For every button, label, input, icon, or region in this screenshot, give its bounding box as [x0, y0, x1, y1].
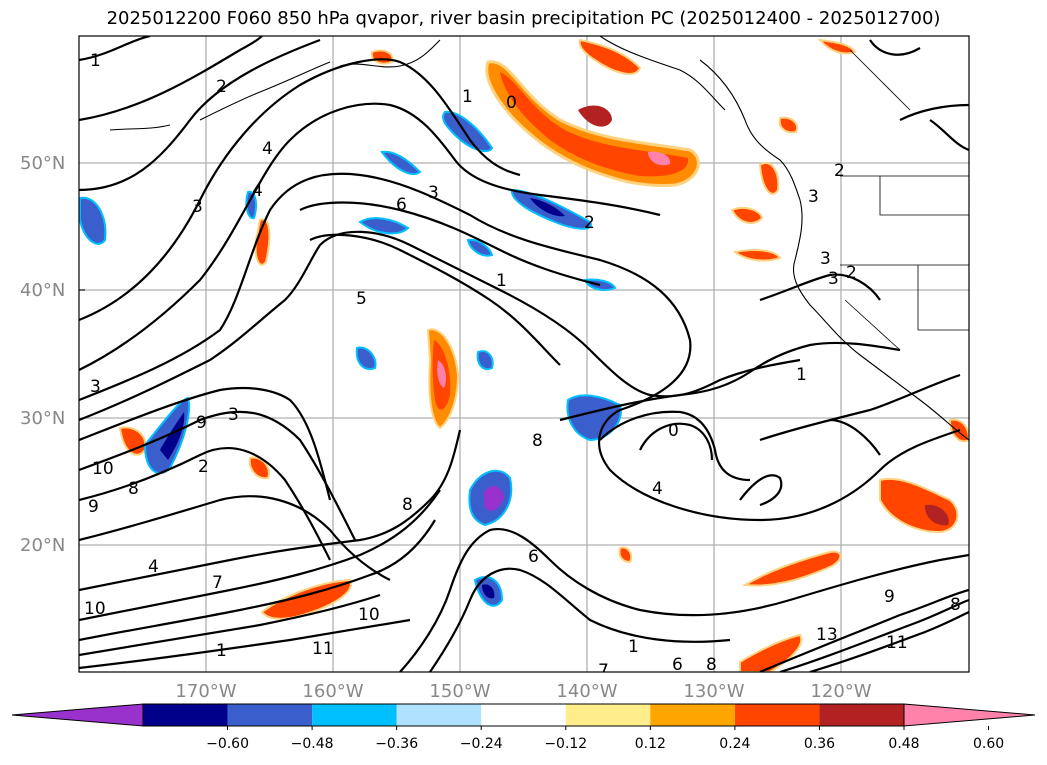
colorbar-tick-label: 0.12 [635, 736, 666, 752]
contour-label: 3 [808, 187, 819, 207]
colorbar-segment [734, 704, 820, 726]
qvapor-contours [79, 36, 969, 672]
contour-label: 4 [262, 139, 273, 159]
contour-label: 0 [506, 93, 517, 113]
contour-label: 3 [828, 269, 839, 289]
lon-label-120w: 120°W [810, 681, 871, 702]
contour-label: 3 [192, 197, 203, 217]
contour-label: 8 [532, 431, 543, 451]
colorbar-extend-min [11, 703, 144, 727]
contour-label: 8 [950, 595, 961, 615]
contour-label: 7 [212, 573, 223, 593]
contour-label: 10 [92, 459, 114, 479]
contour-label: 9 [884, 587, 895, 607]
contour-label: 10 [358, 605, 380, 625]
contour-label: 8 [128, 479, 139, 499]
contour-label: 3 [428, 183, 439, 203]
colorbar-tick-label: 0.36 [804, 736, 835, 752]
contour-label: 4 [652, 479, 663, 499]
lon-label-150w: 150°W [429, 681, 490, 702]
lon-label-140w: 140°W [556, 681, 617, 702]
colorbar-segment [819, 704, 904, 726]
contour-label: 11 [886, 633, 908, 653]
contour-label: 3 [90, 377, 101, 397]
lon-label-170w: 170°W [175, 681, 236, 702]
lat-label-40n: 40°N [20, 280, 65, 301]
contour-label: 1 [216, 641, 227, 661]
contour-label: 1 [90, 51, 101, 71]
contour-label: 3 [820, 249, 831, 269]
contour-label: 10 [84, 599, 106, 619]
colorbar-tick-label: −0.48 [291, 736, 334, 752]
colorbar-segment [650, 704, 735, 726]
precip-shading [79, 38, 969, 672]
contour-label: 1 [462, 87, 473, 107]
contour-label: 6 [528, 547, 539, 567]
colorbar-segment [143, 704, 228, 726]
colorbar-segment [312, 704, 397, 726]
contour-label: 9 [196, 413, 207, 433]
colorbar-tick-label: −0.60 [206, 736, 249, 752]
lat-label-20n: 20°N [20, 535, 65, 556]
contour-label: 1 [796, 365, 807, 385]
contour-label: 8 [706, 655, 717, 675]
graticule [79, 36, 969, 672]
map-frame [78, 35, 970, 673]
colorbar-segment [565, 704, 651, 726]
contour-label: 8 [402, 495, 413, 515]
colorbar-segment [481, 704, 566, 726]
colorbar-tick-label: −0.24 [460, 736, 503, 752]
chart-title: 2025012200 F060 850 hPa qvapor, river ba… [106, 8, 941, 29]
contour-labels: 1 2 4 3 4 3 6 5 1 0 1 3 2 3 2 2 3 1 0 4 … [84, 51, 961, 681]
colorbar-tick-label: −0.36 [375, 736, 418, 752]
contour-label: 6 [396, 195, 407, 215]
contour-label: 2 [584, 213, 595, 233]
lon-label-160w: 160°W [302, 681, 363, 702]
colorbar-border [142, 703, 905, 727]
colorbar: −0.60 −0.48 −0.36 −0.24 −0.12 0.12 0.24 0.36 0.4… [11, 703, 1036, 752]
contour-label: 2 [216, 77, 227, 97]
contour-label: 4 [148, 557, 159, 577]
contour-label: 2 [846, 263, 857, 283]
colorbar-tick-label: 0.24 [719, 736, 750, 752]
colorbar-segment [227, 704, 313, 726]
contour-label: 2 [834, 161, 845, 181]
contour-label: 3 [228, 405, 239, 425]
contour-label: 13 [816, 625, 838, 645]
contour-label: 4 [252, 181, 263, 201]
colorbar-tick-label: −0.12 [544, 736, 587, 752]
lat-label-30n: 30°N [20, 408, 65, 429]
contour-label: 7 [598, 661, 609, 681]
political-borders [840, 49, 969, 351]
contour-label: 9 [88, 497, 99, 517]
contour-label: 2 [198, 457, 209, 477]
contour-label: 0 [668, 421, 679, 441]
colorbar-segment [396, 704, 482, 726]
contour-label: 1 [496, 271, 507, 291]
contour-label: 5 [356, 289, 367, 309]
contour-label: 11 [312, 639, 334, 659]
colorbar-tick-label: 0.48 [888, 736, 919, 752]
colorbar-extend-max [903, 703, 1036, 727]
contour-label: 6 [672, 655, 683, 675]
lat-label-50n: 50°N [20, 153, 65, 174]
contour-label: 1 [628, 637, 639, 657]
colorbar-tick-label: 0.60 [973, 736, 1004, 752]
lon-label-130w: 130°W [683, 681, 744, 702]
coastlines [79, 36, 969, 441]
